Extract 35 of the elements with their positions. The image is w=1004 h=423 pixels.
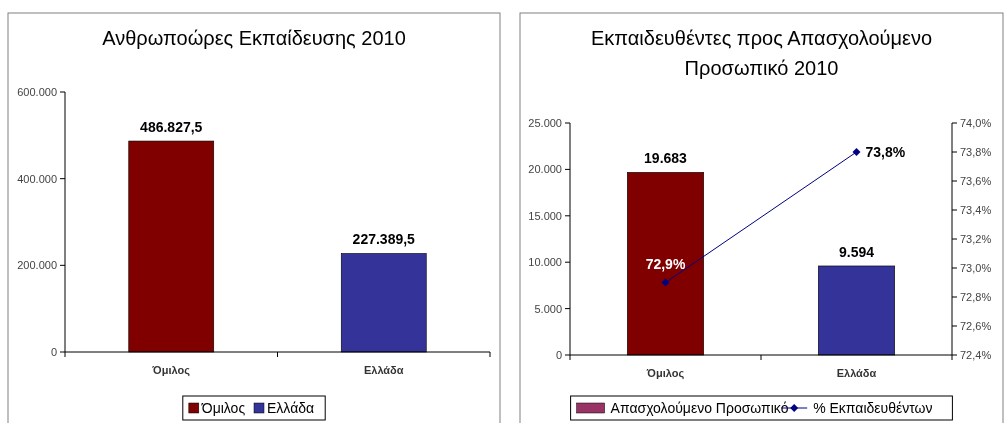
data-label: 19.683 [644,150,688,167]
y-tick-label: 25.000 [528,117,562,129]
data-label: 227.389,5 [352,231,416,248]
x-tick-label: Όμιλος [151,364,191,377]
chart-title: Ανθρωποώρες Εκπαίδευσης 2010 [102,27,406,49]
data-label: 73,8% [865,144,906,160]
legend-label: Ελλάδα [267,400,315,416]
data-label: 9.594 [838,243,875,260]
y2-tick-label: 73,2% [960,233,992,245]
y-tick-label: 0 [555,349,562,361]
y-tick-label: 600.000 [17,86,57,98]
y2-tick-label: 73,4% [960,204,992,216]
y2-tick-label: 72,8% [960,291,992,303]
y-tick-label: 400.000 [17,172,57,185]
data-label: 486.827,5 [140,119,203,136]
y2-tick-label: 72,4% [960,349,992,361]
legend-label: Όμιλος [200,400,246,416]
y2-tick-label: 73,0% [960,262,992,274]
text: Απασχολούμενο Προσωπικό [610,400,789,416]
y-tick-label: 200.000 [17,259,57,272]
data-label: 72,9% [645,255,686,272]
y2-tick-label: 72,6% [960,320,992,332]
y-tick-label: 0 [50,346,57,358]
y-tick-label: 20.000 [528,163,562,176]
y2-tick-label: 73,6% [960,175,992,187]
y2-tick-label: 74,0% [960,117,992,129]
x-tick-label: Ελλάδα [836,367,877,379]
y-tick-label: 10.000 [528,256,562,269]
chart-title: Εκπαιδευθέντες προς Απασχολούμενο Προσωπικό 2010 [590,27,933,79]
y-tick-label: 15.000 [528,209,562,222]
y-tick-label: 5.000 [534,302,562,315]
x-tick-label: Όμιλος [645,367,685,380]
legend-label: % Εκπαιδευθέντων [813,400,933,416]
y2-tick-label: 73,8% [960,146,992,158]
x-tick-label: Ελλάδα [363,364,404,376]
